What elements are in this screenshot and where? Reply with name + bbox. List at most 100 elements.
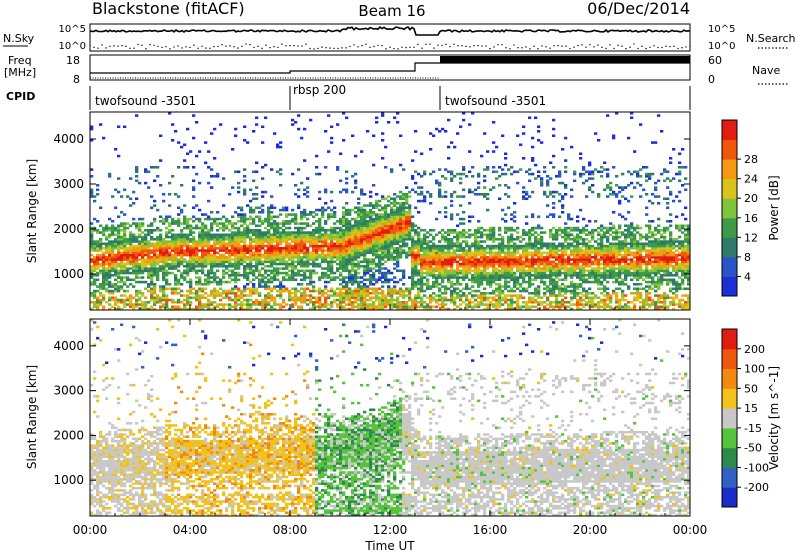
heatmap-cell (525, 249, 529, 252)
heatmap-cell (291, 260, 295, 264)
heatmap-cell (456, 233, 460, 237)
heatmap-cell (294, 222, 298, 225)
heatmap-cell (123, 249, 127, 252)
heatmap-cell (486, 280, 490, 284)
heatmap-cell (402, 251, 406, 255)
heatmap-cell (156, 262, 160, 266)
heatmap-cell (240, 292, 244, 295)
heatmap-cell (93, 269, 97, 273)
heatmap-cell (333, 211, 337, 214)
heatmap-cell (294, 244, 298, 248)
nsearch-point (305, 43, 307, 45)
heatmap-cell (432, 258, 436, 261)
heatmap-cell (330, 303, 334, 306)
heatmap-cell (339, 278, 343, 282)
heatmap-cell (513, 265, 517, 268)
heatmap-cell (240, 274, 244, 277)
heatmap-cell (159, 305, 163, 309)
heatmap-cell (261, 298, 265, 302)
heatmap-cell (450, 280, 454, 284)
heatmap-cell (93, 280, 97, 284)
heatmap-cell (480, 265, 484, 268)
heatmap-cell (237, 298, 241, 302)
heatmap-cell (480, 240, 484, 243)
heatmap-cell (354, 224, 358, 228)
heatmap-cell (177, 233, 181, 237)
heatmap-cell (294, 251, 298, 255)
heatmap-cell (246, 307, 250, 311)
heatmap-cell (348, 231, 352, 234)
heatmap-cell (219, 258, 223, 261)
heatmap-cell (171, 123, 175, 126)
heatmap-cell (255, 235, 259, 239)
heatmap-cell (222, 242, 226, 246)
heatmap-cell (249, 238, 253, 241)
heatmap-cell (387, 238, 391, 241)
nsearch-point (321, 46, 323, 48)
heatmap-cell (357, 238, 361, 241)
heatmap-cell (177, 222, 181, 225)
heatmap-cell (480, 226, 484, 230)
heatmap-cell (249, 206, 253, 210)
heatmap-cell (177, 258, 181, 261)
heatmap-cell (90, 280, 94, 284)
heatmap-cell (444, 269, 448, 273)
heatmap-cell (234, 256, 238, 259)
heatmap-cell (369, 258, 373, 261)
heatmap-cell (525, 233, 529, 237)
heatmap-cell (468, 251, 472, 255)
heatmap-cell (90, 226, 94, 230)
heatmap-cell (510, 247, 514, 250)
heatmap-cell (489, 249, 493, 252)
heatmap-cell (429, 262, 433, 266)
heatmap-cell (204, 256, 208, 259)
heatmap-cell (426, 269, 430, 273)
heatmap-cell (393, 262, 397, 266)
heatmap-cell (513, 220, 517, 223)
heatmap-cell (378, 265, 382, 268)
heatmap-cell (240, 294, 244, 297)
heatmap-cell (411, 285, 415, 288)
heatmap-cell (99, 224, 103, 228)
heatmap-cell (363, 204, 367, 207)
heatmap-cell (399, 251, 403, 255)
heatmap-cell (258, 258, 262, 261)
heatmap-cell (411, 265, 415, 268)
heatmap-cell (306, 298, 310, 302)
heatmap-cell (234, 265, 238, 268)
heatmap-cell (498, 253, 502, 257)
heatmap-cell (108, 289, 112, 293)
heatmap-cell (126, 267, 130, 270)
nsearch-point (317, 47, 319, 50)
heatmap-cell (495, 253, 499, 257)
heatmap-cell (285, 262, 289, 266)
heatmap-cell (321, 242, 325, 246)
heatmap-cell (510, 253, 514, 257)
heatmap-cell (444, 260, 448, 264)
heatmap-cell (471, 260, 475, 264)
heatmap-cell (351, 296, 355, 300)
heatmap-cell (459, 231, 463, 234)
heatmap-cell (135, 303, 139, 306)
heatmap-cell (522, 265, 526, 268)
heatmap-cell (393, 211, 397, 214)
heatmap-cell (345, 202, 349, 205)
heatmap-cell (402, 220, 406, 223)
heatmap-cell (384, 301, 388, 304)
heatmap-cell (459, 289, 463, 293)
heatmap-cell (315, 258, 319, 261)
heatmap-cell (405, 220, 409, 223)
heatmap-cell (456, 269, 460, 273)
heatmap-cell (480, 251, 484, 255)
heatmap-cell (294, 217, 298, 221)
heatmap-cell (120, 235, 124, 239)
heatmap-cell (252, 247, 256, 250)
heatmap-cell (144, 235, 148, 239)
heatmap-cell (234, 242, 238, 246)
heatmap-cell (216, 265, 220, 268)
heatmap-cell (168, 242, 172, 246)
heatmap-cell (324, 166, 328, 169)
heatmap-cell (387, 229, 391, 232)
heatmap-cell (198, 242, 202, 246)
heatmap-cell (480, 231, 484, 234)
